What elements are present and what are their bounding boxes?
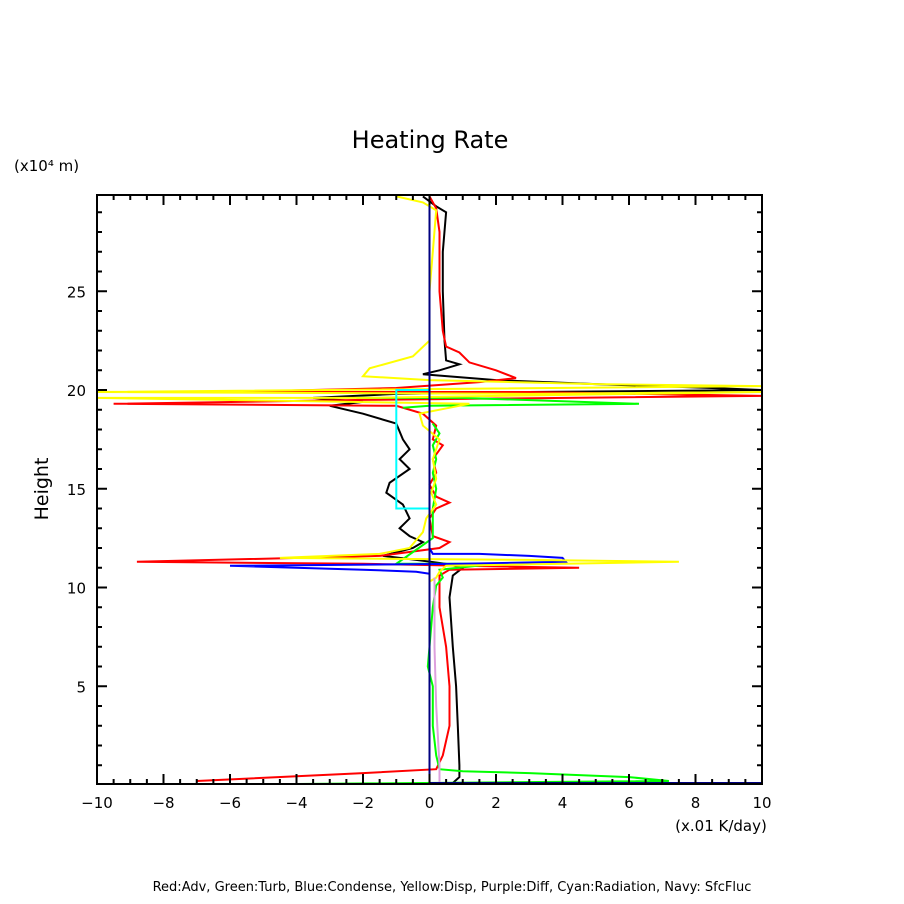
x-tick-label: −2: [352, 794, 374, 812]
x-tick-label: 4: [558, 794, 568, 812]
series-line-red-adv: [113, 195, 763, 782]
y-tick-label: 15: [67, 481, 86, 499]
y-tick-label: 5: [76, 678, 86, 696]
x-tick-label: 6: [624, 794, 634, 812]
plot-frame: [96, 194, 763, 785]
y-tick-label: 10: [67, 580, 86, 598]
y-tick-label: 25: [67, 283, 86, 301]
series-line-purple-diff: [433, 577, 441, 783]
chart-title: Heating Rate: [352, 126, 509, 154]
ticks-layer: −10 −8 −6 −4 −2 0 2 4 6 8 10 5 10 15 20 25: [67, 195, 772, 812]
series-line-total: [313, 195, 763, 784]
series-line-cyan-radiation: [395, 389, 430, 510]
x-tick-label: −4: [285, 794, 307, 812]
series-line-green-turb: [97, 423, 669, 785]
y-tick-label: 20: [67, 382, 86, 400]
legend-text: Red:Adv, Green:Turb, Blue:Condense, Yell…: [153, 880, 752, 895]
x-tick-label: −8: [152, 794, 174, 812]
x-tick-label: −6: [219, 794, 241, 812]
x-tick-label: 10: [752, 794, 771, 812]
series-line-yellow-disp: [96, 195, 763, 583]
y-axis-label: Height: [31, 458, 53, 521]
x-tick-label: 2: [491, 794, 501, 812]
x-tick-label: 8: [691, 794, 701, 812]
series-line-navy-sfcfluc: [428, 196, 762, 784]
series-layer: [96, 195, 763, 785]
x-axis-label: (x.01 K/day): [675, 817, 767, 835]
y-unit-label: (x10⁴ m): [14, 157, 79, 175]
x-tick-label: 0: [425, 794, 435, 812]
x-tick-label: −10: [81, 794, 113, 812]
